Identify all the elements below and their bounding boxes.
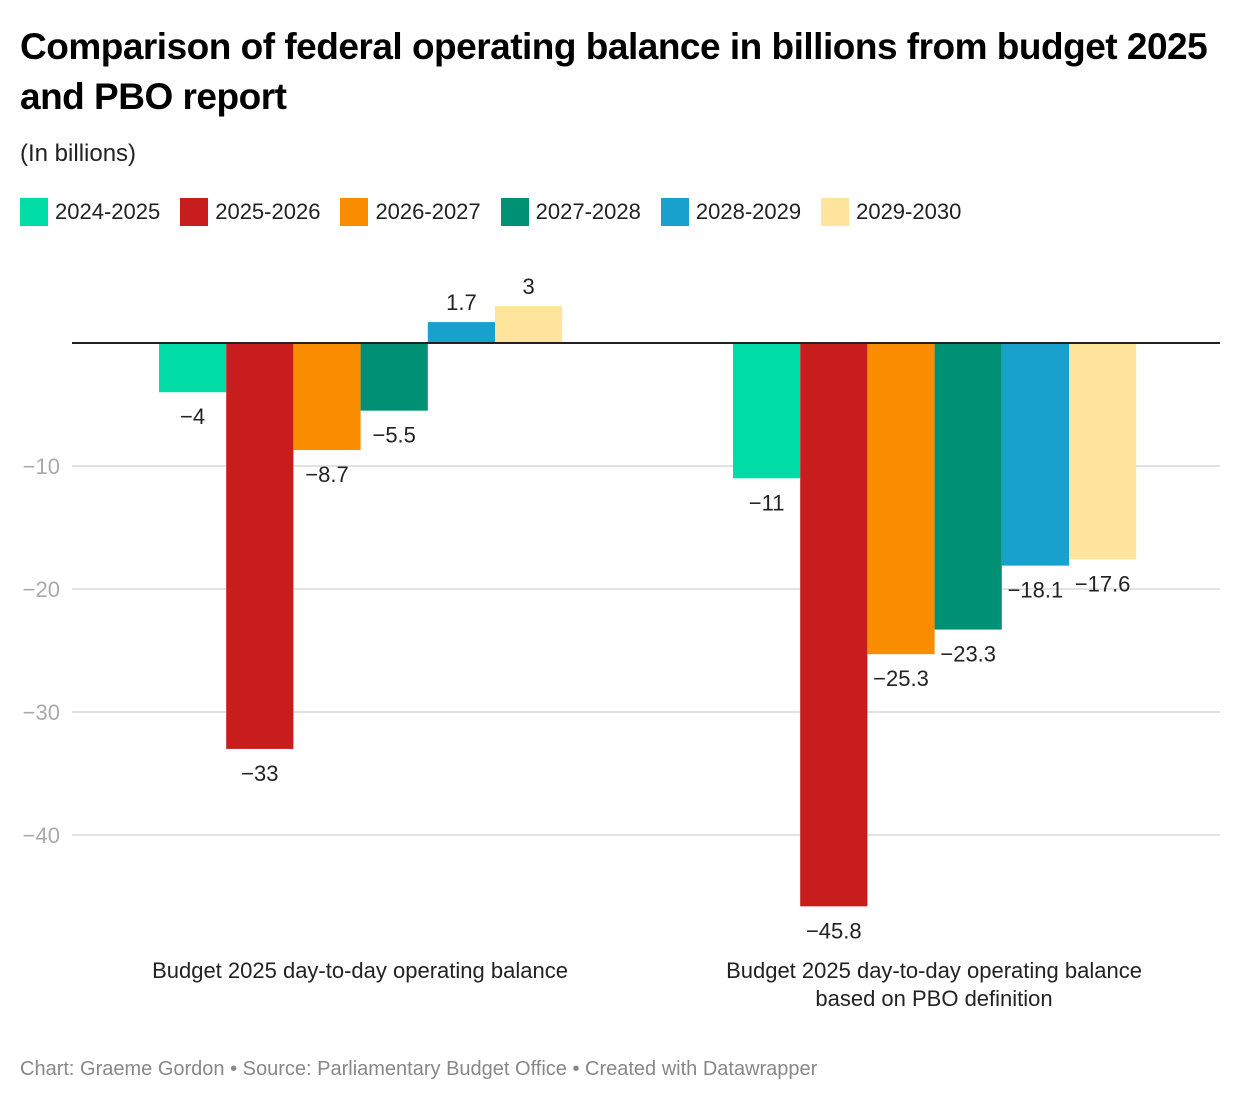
data-label: −11 [749, 490, 785, 515]
data-label: −23.3 [940, 642, 996, 667]
y-tick-label: −10 [23, 454, 60, 479]
bar [1069, 343, 1137, 560]
legend: 2024-2025 2025-2026 2026-2027 2027-2028 2028… [20, 198, 981, 226]
legend-swatch [180, 198, 209, 226]
legend-label: 2024-2025 [55, 199, 161, 224]
chart-title: Comparison of federal operating balance … [20, 26, 1208, 117]
y-tick-label: −40 [23, 823, 60, 848]
legend-item: 2025-2026 [180, 198, 320, 226]
legend-swatch [20, 198, 48, 226]
data-label: −5.5 [372, 423, 415, 448]
data-label: −4 [180, 404, 205, 429]
bar [495, 306, 563, 343]
legend-swatch [821, 198, 850, 226]
bar [934, 343, 1002, 630]
data-label: 3 [522, 274, 534, 299]
x-category-label: Budget 2025 day-to-day operating balance [152, 958, 568, 983]
x-category-label: Budget 2025 day-to-day operating balance [726, 958, 1142, 983]
chart-subtitle: (In billions) [20, 140, 137, 167]
legend-label: 2028-2029 [695, 199, 802, 224]
legend-label: 2025-2026 [215, 199, 321, 224]
bar [733, 343, 801, 479]
bar [159, 343, 227, 393]
data-label: −18.1 [1008, 578, 1064, 603]
data-label: −33 [241, 761, 278, 786]
legend-label: 2027-2028 [535, 199, 641, 224]
legend-item: 2024-2025 [20, 198, 160, 226]
legend-item: 2029-2030 [821, 198, 961, 226]
legend-swatch [340, 198, 369, 226]
bar [226, 343, 294, 749]
bar [1001, 343, 1069, 566]
legend-item: 2026-2027 [340, 198, 481, 226]
legend-item: 2027-2028 [500, 198, 641, 226]
data-label: −8.7 [305, 462, 348, 487]
x-category-label: based on PBO definition [815, 986, 1052, 1011]
bar [360, 343, 428, 411]
data-label: −45.8 [806, 918, 862, 943]
bar [867, 343, 935, 655]
legend-label: 2029-2030 [856, 199, 962, 224]
data-label: −17.6 [1075, 571, 1131, 596]
bar [800, 343, 868, 907]
data-label: 1.7 [446, 290, 477, 315]
y-tick-label: −30 [23, 700, 60, 725]
y-tick-label: −20 [23, 577, 60, 602]
bar [427, 322, 495, 343]
chart-footer: Chart: Graeme Gordon • Source: Parliamen… [20, 1058, 818, 1080]
legend-label: 2026-2027 [375, 199, 481, 224]
legend-swatch [660, 198, 689, 226]
data-label: −25.3 [873, 666, 929, 691]
legend-item: 2028-2029 [660, 198, 802, 226]
legend-swatch [500, 198, 529, 226]
bar [293, 343, 361, 451]
